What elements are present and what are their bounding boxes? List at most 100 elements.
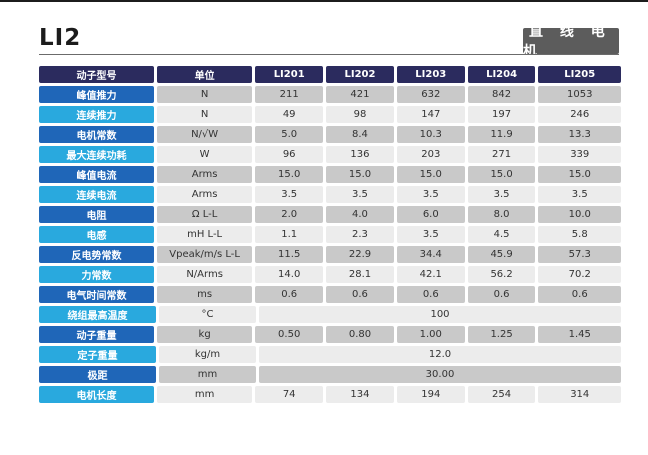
row-value: 3.5 — [396, 226, 465, 243]
row-value: 211 — [255, 86, 324, 103]
row-unit: kg/m — [159, 346, 256, 363]
row-value: 3.5 — [538, 186, 621, 203]
column-header-li202: LI202 — [326, 66, 394, 83]
row-unit: N/Arms — [156, 266, 253, 283]
row-value: 0.6 — [326, 286, 394, 303]
row-value: 0.6 — [467, 286, 536, 303]
row-label: 极距 — [39, 366, 156, 383]
row-value: 10.3 — [396, 126, 465, 143]
row-unit: Arms — [156, 186, 253, 203]
table-row: 电阻 Ω L-L 2.0 4.0 6.0 8.0 10.0 — [39, 206, 621, 223]
row-value: 0.6 — [396, 286, 465, 303]
row-unit: kg — [156, 326, 253, 343]
row-value: 632 — [396, 86, 465, 103]
row-value: 0.6 — [538, 286, 621, 303]
row-value: 246 — [538, 106, 621, 123]
row-value: 4.5 — [467, 226, 536, 243]
row-value: 842 — [467, 86, 536, 103]
row-value: 15.0 — [467, 166, 536, 183]
row-value: 1053 — [538, 86, 621, 103]
row-value: 0.50 — [255, 326, 324, 343]
row-label: 反电势常数 — [39, 246, 154, 263]
row-value: 2.0 — [255, 206, 324, 223]
row-value: 15.0 — [255, 166, 324, 183]
row-value: 5.0 — [255, 126, 324, 143]
row-value: 4.0 — [326, 206, 394, 223]
row-value: 45.9 — [467, 246, 536, 263]
column-header-model: 动子型号 — [39, 66, 154, 83]
row-value: 194 — [396, 386, 465, 403]
row-unit: ms — [156, 286, 253, 303]
row-label: 电气时间常数 — [39, 286, 154, 303]
row-label: 力常数 — [39, 266, 154, 283]
row-value: 15.0 — [538, 166, 621, 183]
row-value: 0.80 — [326, 326, 394, 343]
column-header-li205: LI205 — [538, 66, 621, 83]
row-unit: mH L-L — [156, 226, 253, 243]
row-label: 电机长度 — [39, 386, 154, 403]
table-row: 峰值电流 Arms 15.0 15.0 15.0 15.0 15.0 — [39, 166, 621, 183]
row-value: 1.00 — [396, 326, 465, 343]
row-value-span: 100 — [259, 306, 621, 323]
row-value: 5.8 — [538, 226, 621, 243]
table-row: 绕组最高温度 °C 100 — [39, 306, 621, 323]
row-value: 11.9 — [467, 126, 536, 143]
row-value-span: 12.0 — [259, 346, 621, 363]
row-unit: °C — [159, 306, 256, 323]
row-value: 34.4 — [396, 246, 465, 263]
row-value: 96 — [255, 146, 324, 163]
row-value: 56.2 — [467, 266, 536, 283]
row-value: 314 — [538, 386, 621, 403]
row-unit: N — [156, 106, 253, 123]
row-value: 8.0 — [467, 206, 536, 223]
row-label: 电阻 — [39, 206, 154, 223]
row-unit: Ω L-L — [156, 206, 253, 223]
row-label: 定子重量 — [39, 346, 156, 363]
page-title: LI2 — [39, 25, 82, 51]
row-unit: W — [156, 146, 253, 163]
row-value: 1.1 — [255, 226, 324, 243]
table-row: 电机长度 mm 74 134 194 254 314 — [39, 386, 621, 403]
row-value: 339 — [538, 146, 621, 163]
table-header-row: 动子型号 单位 LI201 LI202 LI203 LI204 LI205 — [39, 66, 621, 83]
row-value-span: 30.00 — [259, 366, 621, 383]
row-value: 49 — [255, 106, 324, 123]
row-value: 8.4 — [326, 126, 394, 143]
row-value: 136 — [326, 146, 394, 163]
row-unit: Arms — [156, 166, 253, 183]
row-unit: Vpeak/m/s L-L — [156, 246, 253, 263]
row-value: 1.25 — [467, 326, 536, 343]
row-value: 0.6 — [255, 286, 324, 303]
column-header-li204: LI204 — [467, 66, 536, 83]
row-value: 10.0 — [538, 206, 621, 223]
row-value: 11.5 — [255, 246, 324, 263]
row-value: 203 — [396, 146, 465, 163]
row-value: 13.3 — [538, 126, 621, 143]
table-row: 连续电流 Arms 3.5 3.5 3.5 3.5 3.5 — [39, 186, 621, 203]
table-row: 反电势常数 Vpeak/m/s L-L 11.5 22.9 34.4 45.9 57.3 — [39, 246, 621, 263]
row-label: 动子重量 — [39, 326, 154, 343]
column-header-li201: LI201 — [255, 66, 324, 83]
row-unit: N — [156, 86, 253, 103]
row-value: 74 — [255, 386, 324, 403]
table-row: 电气时间常数 ms 0.6 0.6 0.6 0.6 0.6 — [39, 286, 621, 303]
title-divider — [39, 54, 619, 55]
table-row: 峰值推力 N 211 421 632 842 1053 — [39, 86, 621, 103]
row-label: 绕组最高温度 — [39, 306, 156, 323]
column-header-li203: LI203 — [396, 66, 465, 83]
table-row: 电机常数 N/√W 5.0 8.4 10.3 11.9 13.3 — [39, 126, 621, 143]
row-label: 电机常数 — [39, 126, 154, 143]
row-value: 197 — [467, 106, 536, 123]
row-unit: mm — [156, 386, 253, 403]
table-row: 最大连续功耗 W 96 136 203 271 339 — [39, 146, 621, 163]
row-value: 1.45 — [538, 326, 621, 343]
row-value: 147 — [396, 106, 465, 123]
row-value: 3.5 — [326, 186, 394, 203]
row-value: 70.2 — [538, 266, 621, 283]
row-value: 2.3 — [326, 226, 394, 243]
row-label: 峰值推力 — [39, 86, 154, 103]
category-tag: 直 线 电 机 — [523, 24, 619, 60]
row-value: 271 — [467, 146, 536, 163]
row-label: 电感 — [39, 226, 154, 243]
row-value: 421 — [326, 86, 394, 103]
